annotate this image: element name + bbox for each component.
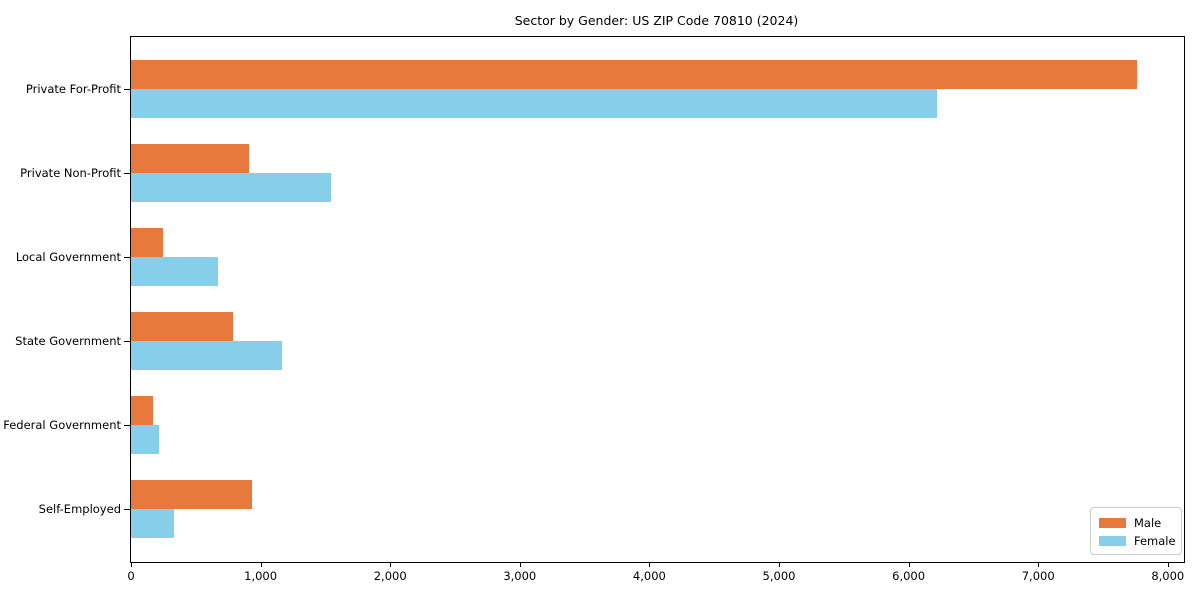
y-label-federal-government: Federal Government	[3, 418, 121, 432]
bar-male-private-for-profit	[131, 60, 1137, 89]
bar-female-self-employed	[131, 509, 175, 538]
x-tick-label-6000: 6,000	[892, 569, 926, 583]
bar-female-private-non-profit	[131, 173, 331, 202]
x-tick-6000	[908, 562, 910, 567]
x-tick-label-0: 0	[127, 569, 135, 583]
chart-title: Sector by Gender: US ZIP Code 70810 (202…	[514, 13, 799, 28]
x-tick-label-2000: 2,000	[373, 569, 407, 583]
y-tick-private-non-profit	[124, 173, 130, 174]
y-tick-federal-government	[124, 425, 130, 426]
x-tick-5000	[779, 562, 780, 567]
x-tick-label-8000: 8,000	[1151, 569, 1185, 583]
bar-male-federal-government	[131, 396, 153, 425]
y-label-self-employed: Self-Employed	[38, 502, 121, 516]
plot-area: Private For-Profit Private Non-Profit Loca…	[3, 36, 1185, 583]
x-tick-1000	[260, 562, 262, 567]
bar-male-self-employed	[131, 480, 253, 509]
x-tick-label-3000: 3,000	[503, 569, 537, 583]
y-label-private-non-profit: Private Non-Profit	[20, 166, 121, 180]
x-tick-4000	[649, 562, 651, 567]
x-tick-label-7000: 7,000	[1021, 569, 1055, 583]
y-tick-state-government	[124, 341, 130, 342]
legend: Male Female	[1090, 507, 1182, 555]
bar-female-state-government	[131, 341, 282, 370]
x-tick-3000	[519, 562, 521, 567]
bar-female-private-for-profit	[131, 89, 938, 118]
legend-item-female: Female	[1099, 533, 1176, 548]
male-color-swatch	[1099, 517, 1126, 528]
bar-male-local-government	[131, 228, 164, 257]
x-tick-label-5000: 5,000	[762, 569, 796, 583]
bar-male-private-non-profit	[131, 144, 249, 173]
y-label-private-for-profit: Private For-Profit	[25, 82, 121, 96]
bar-female-local-government	[131, 257, 218, 286]
x-tick-7000	[1038, 562, 1040, 567]
bar-female-federal-government	[131, 425, 159, 454]
y-tick-local-government	[124, 257, 130, 258]
x-tick-0	[131, 562, 132, 567]
x-tick-2000	[390, 562, 392, 567]
y-tick-self-employed	[124, 509, 130, 510]
y-label-local-government: Local Government	[15, 250, 121, 264]
legend-label-female: Female	[1134, 533, 1176, 548]
legend-item-male: Male	[1099, 515, 1173, 530]
x-tick-8000	[1167, 562, 1169, 567]
female-color-swatch	[1099, 535, 1126, 546]
x-tick-label-1000: 1,000	[244, 569, 278, 583]
bar-male-state-government	[131, 312, 234, 341]
legend-label-male: Male	[1134, 515, 1162, 530]
y-label-state-government: State Government	[15, 334, 121, 348]
y-tick-private-for-profit	[124, 89, 130, 90]
x-tick-label-4000: 4,000	[632, 569, 666, 583]
